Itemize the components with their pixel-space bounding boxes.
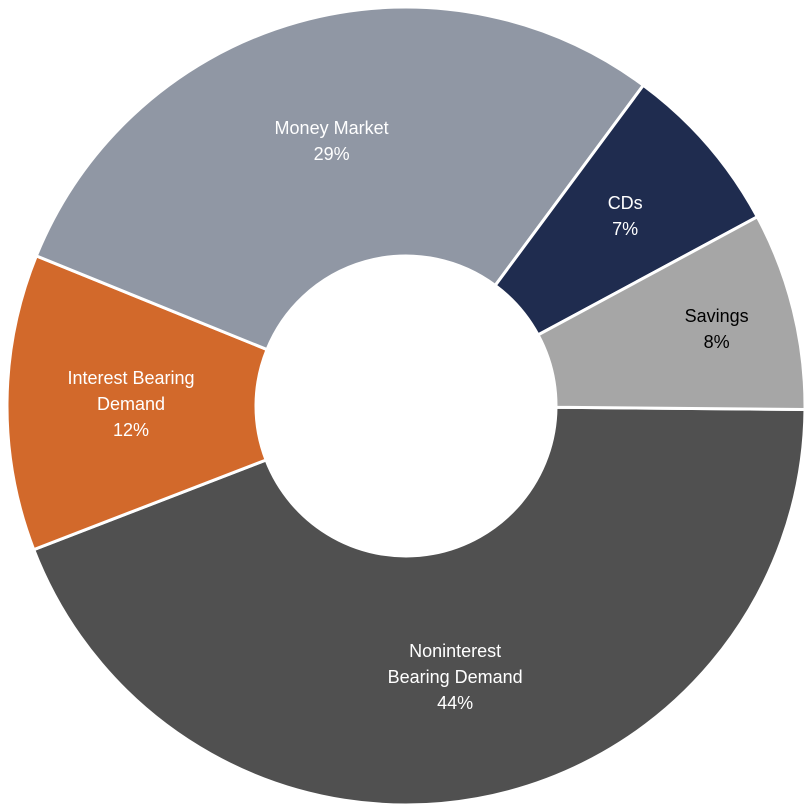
slice <box>5 253 269 552</box>
slice-label: Interest Bearing Demand 12% <box>41 365 221 443</box>
category-label: Savings <box>684 306 749 327</box>
value-label: 8% <box>703 332 730 353</box>
value-label: 29% <box>313 144 350 165</box>
slice-label: Noninterest Bearing Demand 44% <box>380 638 530 716</box>
category-label: Money Market <box>274 118 389 139</box>
slice-label: Savings 8% <box>657 303 777 355</box>
value-label: 7% <box>612 219 639 240</box>
value-label: 44% <box>437 692 474 713</box>
slice <box>31 405 805 805</box>
category-label: Noninterest Bearing Demand <box>387 640 523 687</box>
slice-label: Money Market 29% <box>242 115 422 167</box>
slice <box>34 5 646 352</box>
category-label: CDs <box>607 193 643 214</box>
value-label: 12% <box>112 419 150 440</box>
category-label: Interest Bearing Demand <box>67 367 195 414</box>
slice-label: CDs 7% <box>565 190 685 242</box>
